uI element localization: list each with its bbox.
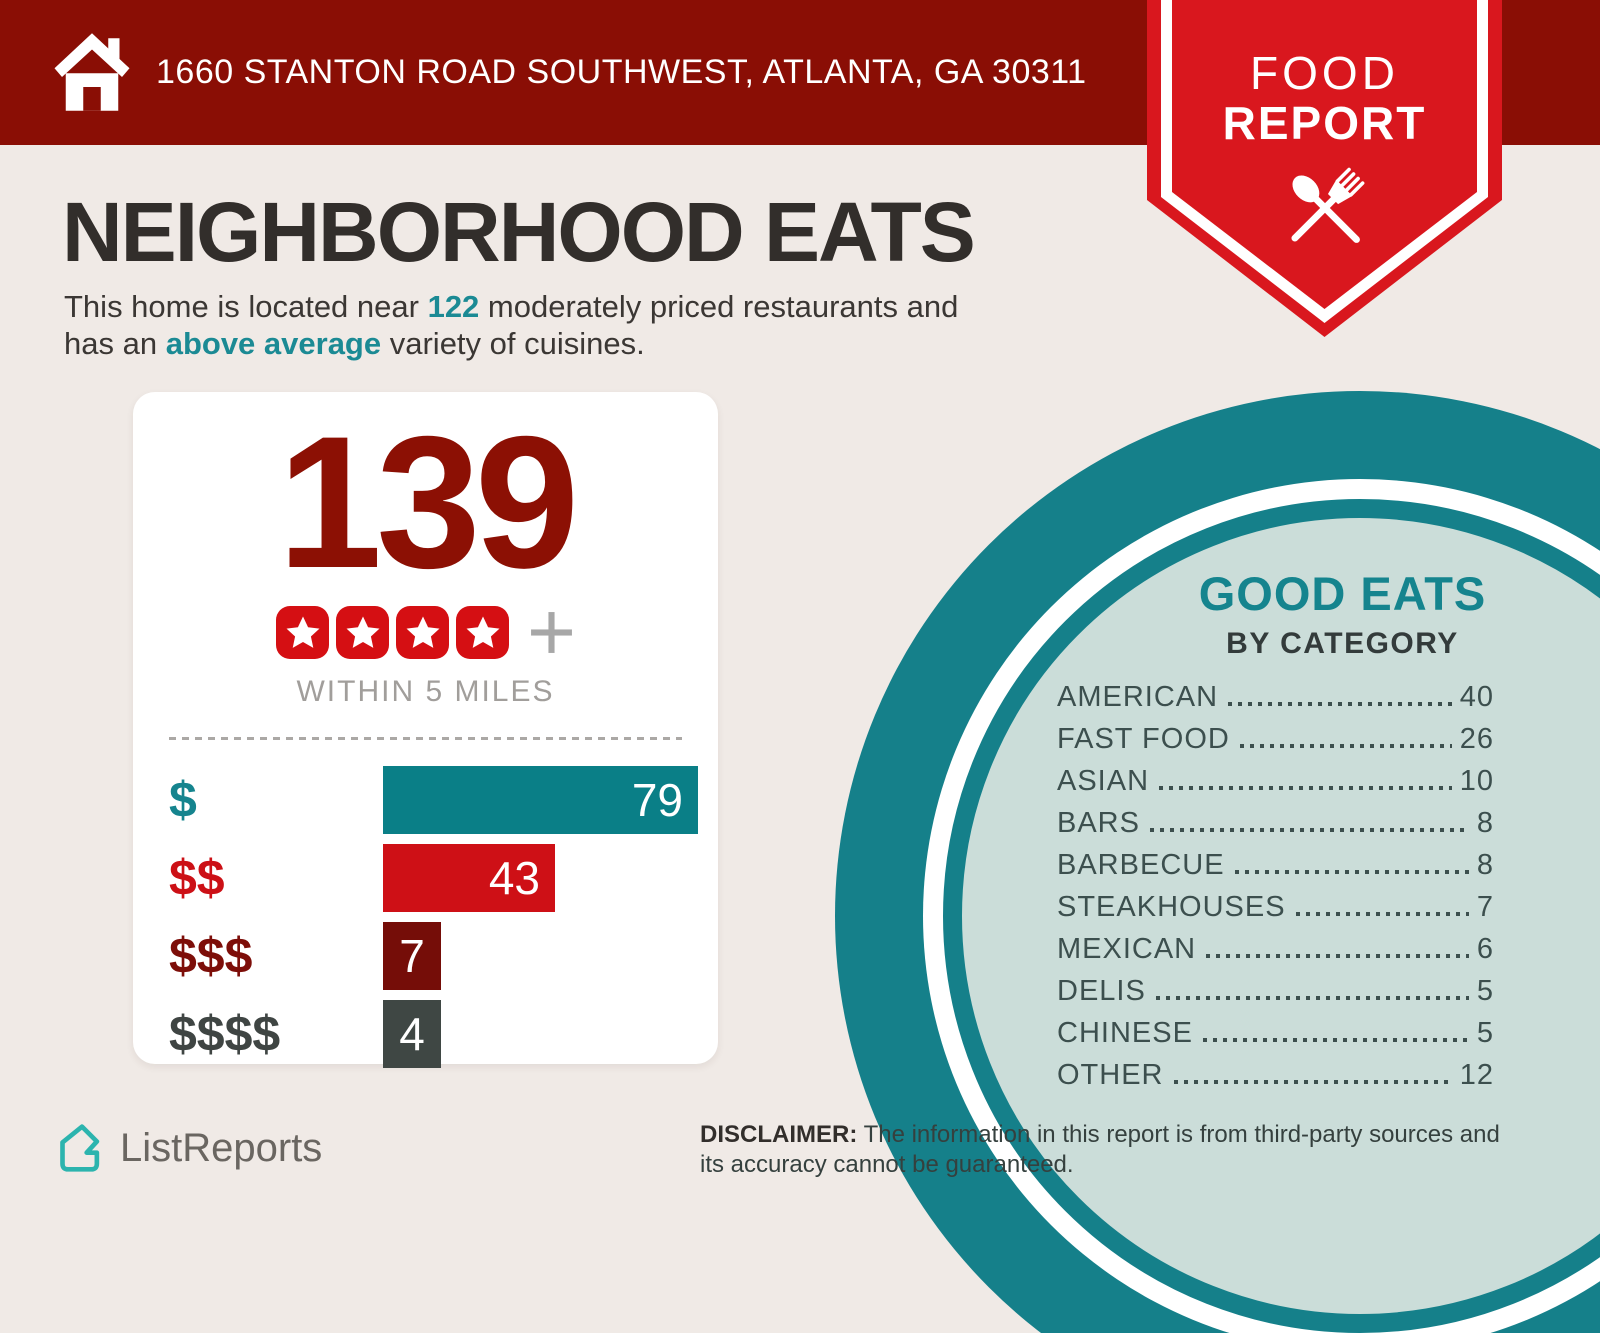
price-bar-row: $$$ 7 (169, 922, 698, 990)
category-value: 8 (1476, 849, 1494, 881)
intro-segment: has an (64, 326, 166, 361)
price-bar: 43 (383, 844, 555, 912)
price-level-label: $$$ (169, 928, 253, 984)
category-label: CHINESE (1057, 1017, 1193, 1049)
disclaimer-text: The information in this report is from t… (700, 1121, 1500, 1178)
dotted-leader (1228, 702, 1452, 706)
restaurant-count: 139 (277, 397, 580, 607)
price-bar-value: 4 (399, 1008, 425, 1060)
spoon-fork-icon (1290, 167, 1364, 243)
category-value: 10 (1459, 765, 1494, 797)
category-row: FAST FOOD 26 (1057, 718, 1494, 760)
dotted-leader (1202, 1038, 1469, 1042)
summary-card: 139 WITHIN 5 MILES $79 $$ 43 $$$ 7 $$$$ 4 (133, 392, 718, 1068)
category-value: 5 (1476, 1017, 1494, 1049)
intro-segment: moderately priced restaurants and (479, 289, 959, 324)
category-label: BARBECUE (1057, 849, 1225, 881)
category-row: ASIAN 10 (1057, 760, 1494, 802)
category-label: BARS (1057, 807, 1140, 839)
listreports-logo: ListReports (56, 1122, 322, 1174)
category-label: MEXICAN (1057, 933, 1197, 965)
intro-segment: This home is located near (64, 289, 428, 324)
star-icon (406, 616, 439, 648)
property-address: 1660 STANTON ROAD SOUTHWEST, ATLANTA, GA… (156, 53, 1087, 91)
intro-line: This home is located near 122 moderately… (64, 288, 958, 325)
plus-icon (528, 609, 575, 656)
category-value: 12 (1459, 1059, 1494, 1091)
category-value: 40 (1459, 681, 1494, 713)
price-level-label: $$ (169, 850, 225, 906)
good-eats-subtitle: BY CATEGORY (1226, 627, 1459, 660)
category-label: STEAKHOUSES (1057, 891, 1286, 923)
intro-highlight: above average (165, 326, 382, 361)
dashed-divider (169, 737, 682, 740)
dotted-leader (1295, 912, 1469, 916)
category-row: CHINESE 5 (1057, 1012, 1494, 1054)
category-row: STEAKHOUSES 7 (1057, 886, 1494, 928)
star-badge (456, 606, 509, 659)
price-level-label: $$$$ (169, 1006, 281, 1062)
good-eats-header: GOOD EATS BY CATEGORY (1100, 566, 1585, 661)
price-bar-value: 79 (631, 774, 683, 826)
page-title: NEIGHBORHOOD EATS (62, 185, 976, 279)
intro-highlight: 122 (427, 289, 480, 324)
star-badge (276, 606, 329, 659)
price-bar-row: $$ 43 (169, 844, 698, 912)
category-value: 8 (1476, 807, 1494, 839)
category-label: FAST FOOD (1057, 723, 1230, 755)
intro-segment: variety of cuisines. (381, 326, 645, 361)
good-eats-title: GOOD EATS (1198, 567, 1487, 620)
category-label: AMERICAN (1057, 681, 1219, 713)
ribbon-title-line2: REPORT (1222, 97, 1427, 149)
home-icon (54, 33, 130, 111)
intro-text: This home is located near 122 moderately… (64, 288, 958, 362)
category-label: OTHER (1057, 1059, 1164, 1091)
price-bar-row: $$$$ 4 (169, 1000, 698, 1068)
category-row: OTHER 12 (1057, 1054, 1494, 1096)
star-badge (336, 606, 389, 659)
star-icon (286, 616, 319, 648)
brand-name: ListReports (120, 1125, 323, 1170)
category-row: BARS 8 (1057, 802, 1494, 844)
category-row: DELIS 5 (1057, 970, 1494, 1012)
ribbon-shape-icon (1147, 0, 1502, 337)
price-bar: 4 (383, 1000, 441, 1068)
price-level-label: $ (169, 772, 197, 828)
dotted-leader (1206, 954, 1469, 958)
category-value: 7 (1476, 891, 1494, 923)
price-bar-value: 43 (488, 852, 540, 904)
dotted-leader (1239, 744, 1452, 748)
category-value: 26 (1459, 723, 1494, 755)
listreports-house-icon (60, 1124, 100, 1172)
ribbon-title-line1: FOOD (1250, 47, 1399, 99)
price-bar-value: 7 (399, 930, 425, 982)
intro-line: has an above average variety of cuisines… (64, 325, 958, 362)
price-bar-chart: $79 $$ 43 $$$ 7 $$$$ 4 (133, 766, 718, 1068)
dotted-leader (1159, 786, 1452, 790)
dotted-leader (1173, 1080, 1452, 1084)
star-icon (346, 616, 379, 648)
star-rating (133, 606, 718, 659)
food-report-ribbon: FOOD REPORT (1147, 0, 1502, 337)
category-list: AMERICAN 40 FAST FOOD 26 ASIAN 10 BARS 8 BARBECU… (1057, 676, 1494, 1096)
radius-caption: WITHIN 5 MILES (296, 675, 555, 708)
price-bar: 7 (383, 922, 441, 990)
category-row: AMERICAN 40 (1057, 676, 1494, 718)
category-value: 6 (1476, 933, 1494, 965)
category-row: MEXICAN 6 (1057, 928, 1494, 970)
category-row: BARBECUE 8 (1057, 844, 1494, 886)
star-badge (396, 606, 449, 659)
price-bar-row: $79 (169, 766, 698, 834)
category-label: DELIS (1057, 975, 1146, 1007)
dotted-leader (1149, 828, 1469, 832)
star-icon (466, 616, 499, 648)
dotted-leader (1155, 996, 1469, 1000)
disclaimer: DISCLAIMER: The information in this repo… (700, 1120, 1520, 1180)
disclaimer-label: DISCLAIMER: (700, 1121, 858, 1148)
category-label: ASIAN (1057, 765, 1150, 797)
category-value: 5 (1476, 975, 1494, 1007)
price-bar: 79 (383, 766, 698, 834)
dotted-leader (1234, 870, 1469, 874)
